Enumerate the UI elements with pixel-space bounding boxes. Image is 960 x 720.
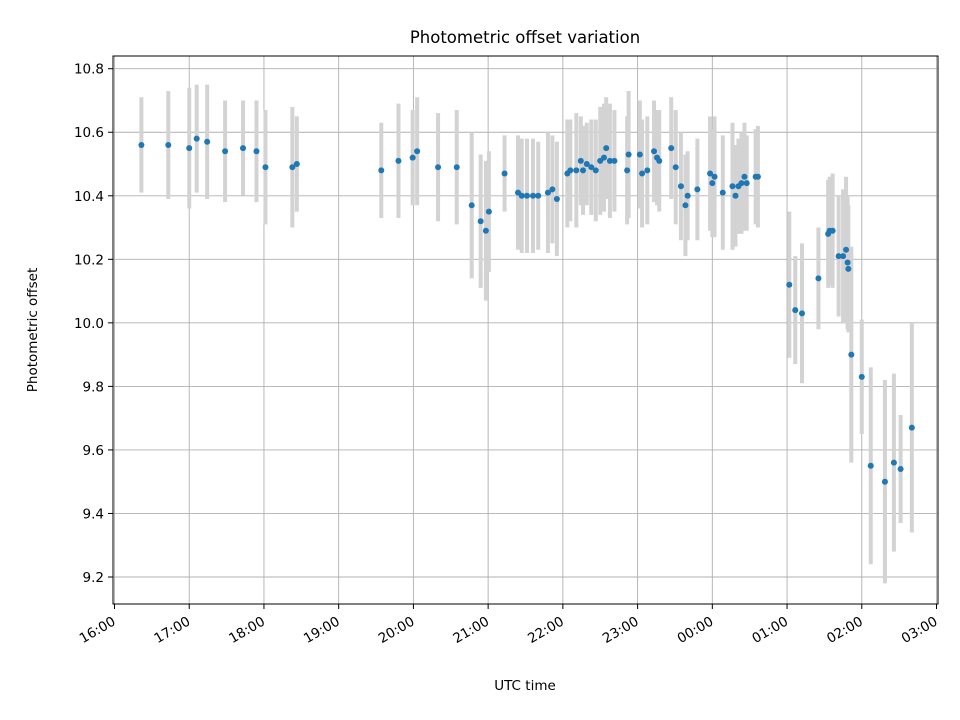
data-point <box>409 154 416 161</box>
data-point <box>908 424 915 431</box>
data-point <box>636 151 643 158</box>
data-point <box>845 265 852 272</box>
data-point <box>897 465 904 472</box>
data-point <box>829 227 836 234</box>
y-tick-label: 10.8 <box>74 62 104 78</box>
y-axis-label: Photometric offset <box>25 268 41 392</box>
plot-frame <box>112 55 939 605</box>
y-tick-label: 9.4 <box>83 506 104 522</box>
data-point <box>798 310 805 317</box>
data-point <box>453 164 460 171</box>
y-tick-label: 10.0 <box>74 316 104 332</box>
data-point <box>518 192 525 199</box>
grid <box>113 56 938 604</box>
data-point <box>544 189 551 196</box>
data-point <box>682 202 689 209</box>
data-point <box>890 459 897 466</box>
y-axis-ticks: 9.2 9.4 9.6 9.8 10.0 10.2 10.4 10.6 10.8 <box>74 62 113 586</box>
data-point <box>165 141 172 148</box>
data-point <box>668 145 675 152</box>
data-point <box>672 164 679 171</box>
data-point <box>707 170 714 177</box>
data-point <box>580 167 587 174</box>
y-tick-label: 9.2 <box>83 570 104 586</box>
data-point <box>414 148 421 155</box>
y-tick-label: 10.2 <box>74 252 104 268</box>
data-point <box>741 173 748 180</box>
data-point <box>240 145 247 152</box>
data-point <box>651 148 658 155</box>
data-point <box>138 141 145 148</box>
y-tick-label: 10.6 <box>74 125 104 141</box>
data-point <box>262 164 269 171</box>
data-point <box>677 183 684 190</box>
data-point <box>482 227 489 234</box>
data-point <box>624 167 631 174</box>
data-point <box>549 186 556 193</box>
data-point <box>835 253 842 260</box>
data-point <box>754 173 761 180</box>
data-point <box>204 138 211 145</box>
data-point <box>786 281 793 288</box>
data-point <box>711 173 718 180</box>
data-point <box>592 167 599 174</box>
data-point <box>523 192 530 199</box>
data-point <box>815 275 822 282</box>
data-point <box>485 208 492 215</box>
data-point <box>253 148 260 155</box>
data-point <box>603 145 610 152</box>
data-point <box>858 373 865 380</box>
data-point <box>709 180 716 187</box>
data-point <box>606 157 613 164</box>
data-point <box>639 170 646 177</box>
data-point <box>293 161 300 168</box>
data-point <box>719 189 726 196</box>
data-point <box>656 157 663 164</box>
data-point <box>577 157 584 164</box>
data-point <box>435 164 442 171</box>
data-point <box>743 180 750 187</box>
data-point <box>792 307 799 314</box>
data-point <box>588 164 595 171</box>
data-point <box>738 180 745 187</box>
data-point <box>567 167 574 174</box>
data-point <box>289 164 296 171</box>
data-point <box>625 151 632 158</box>
data-point <box>611 157 618 164</box>
data-point <box>600 154 607 161</box>
y-tick-label: 9.8 <box>83 379 104 395</box>
data-point <box>395 157 402 164</box>
data-point <box>844 259 851 266</box>
x-axis-label: UTC time <box>494 678 556 694</box>
data-point <box>468 202 475 209</box>
data-point <box>840 253 847 260</box>
data-point <box>186 145 193 152</box>
data-point <box>193 135 200 142</box>
data-point <box>684 192 691 199</box>
data-point <box>694 186 701 193</box>
data-point <box>843 246 850 253</box>
data-point <box>644 167 651 174</box>
chart-title: Photometric offset variation <box>410 28 640 47</box>
data-point <box>848 351 855 358</box>
data-points <box>138 135 915 485</box>
data-point <box>573 167 580 174</box>
data-point <box>378 167 385 174</box>
data-point <box>553 195 560 202</box>
data-point <box>881 478 888 485</box>
data-point <box>477 218 484 225</box>
data-point <box>529 192 536 199</box>
data-point <box>535 192 542 199</box>
y-tick-label: 9.6 <box>83 443 104 459</box>
data-point <box>222 148 229 155</box>
data-point <box>583 161 590 168</box>
data-point <box>501 170 508 177</box>
data-point <box>732 192 739 199</box>
data-point <box>867 462 874 469</box>
y-tick-label: 10.4 <box>74 189 104 205</box>
data-point <box>729 183 736 190</box>
